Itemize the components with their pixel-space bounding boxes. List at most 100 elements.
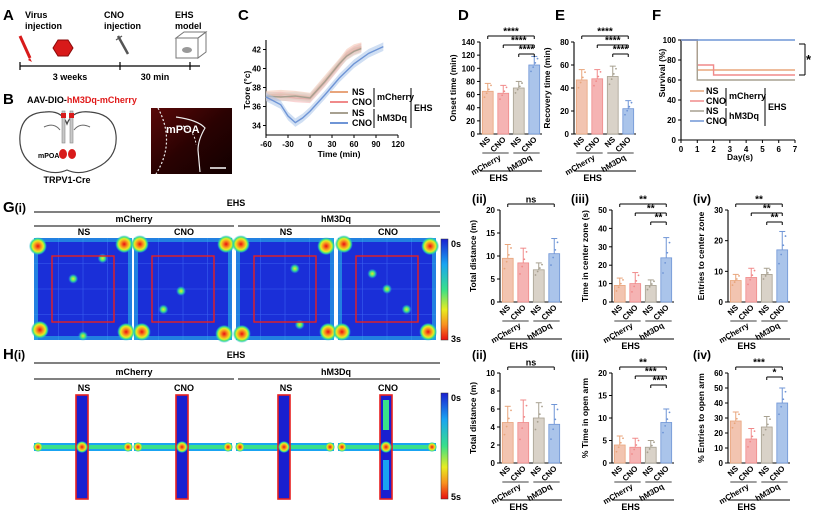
hiii-cat-label-3: CNO	[652, 464, 671, 483]
plus-maze-heatmaps	[33, 394, 437, 500]
e-ytick-label: 80	[560, 38, 569, 47]
e-dot	[615, 67, 617, 70]
panel-b-label: B	[3, 91, 14, 108]
gii-ytick-label: 10	[486, 252, 495, 261]
d-ytick-label: 20	[466, 117, 475, 126]
hii-ytick-label: 10	[486, 369, 495, 378]
hiii-sig-1: ***	[645, 367, 657, 378]
gii-ytick-label: 0	[491, 298, 496, 307]
open-field-hotspot	[289, 263, 300, 274]
gii-bar-1	[517, 262, 530, 303]
g-ns-1: NS	[78, 227, 91, 237]
maze-open-arm-activity	[383, 400, 389, 430]
open-field-hotspot	[419, 322, 438, 341]
hiv-dot	[735, 417, 738, 420]
f-series-2	[681, 39, 795, 81]
step2-label: CNO	[104, 10, 124, 20]
open-field-heatmap-1	[130, 235, 236, 343]
hii-dot	[550, 438, 552, 441]
gii-dot	[541, 263, 543, 266]
g-ns-2: NS	[280, 227, 293, 237]
gii-dot	[538, 267, 541, 269]
f-legend-ehs: EHS	[768, 102, 787, 112]
e-dot	[612, 73, 615, 75]
gii-label: (ii)	[472, 192, 487, 206]
giii-ytick-label: 20	[598, 261, 607, 270]
panel-h-label: H(i)	[3, 346, 25, 363]
panel-c-label: C	[238, 7, 249, 24]
d-dot	[514, 92, 517, 94]
d-sig-0: ****	[503, 27, 519, 38]
g-scale-top: 0s	[451, 239, 461, 249]
giv-bar-0	[729, 280, 742, 303]
d-ytick-label: 40	[466, 104, 475, 113]
open-field-hotspot	[294, 319, 305, 330]
hiv-cat-label-1: CNO	[737, 464, 756, 483]
open-field-hotspot	[421, 237, 440, 256]
plus-maze-heatmap-1	[133, 394, 233, 500]
h-scale-top: 0s	[451, 393, 461, 403]
step1b-label: injection	[25, 21, 62, 31]
open-field-hotspot	[334, 235, 353, 254]
hii-dot	[519, 438, 521, 441]
open-field-hotspot	[176, 286, 187, 297]
e-cat-label-1: CNO	[583, 135, 602, 154]
open-field-hotspot	[78, 330, 88, 341]
hii-cat-label-3: CNO	[540, 464, 559, 483]
d-dot	[518, 85, 521, 88]
step2b-label: injection	[104, 21, 141, 31]
maze-center-hotspot	[176, 441, 188, 453]
g-cno-1: CNO	[174, 227, 194, 237]
c-ytick-label: 42	[252, 46, 261, 55]
e-dot	[608, 83, 611, 86]
e-dot	[626, 109, 629, 112]
giv-dot	[784, 235, 787, 237]
hiii-sig-0: **	[639, 358, 647, 369]
giv-dot	[731, 284, 734, 287]
giv-dot	[735, 278, 738, 280]
e-dot	[630, 101, 633, 104]
hiv-bar-3	[776, 402, 789, 464]
h-heat-scale-bar	[440, 392, 449, 500]
d-dot	[530, 70, 532, 73]
f-xtick-label: 4	[744, 145, 749, 154]
e-bar-1	[591, 78, 604, 135]
open-field-hotspot	[30, 320, 49, 339]
hii-ytick-label: 4	[491, 423, 496, 432]
hiii-dot	[664, 424, 667, 427]
legend-ns-2: NS	[352, 108, 365, 118]
legend-ns-1: NS	[352, 87, 365, 97]
open-field-edge-bottom	[338, 336, 436, 340]
f-legend-ns-1: NS	[706, 86, 719, 96]
giv-dot	[764, 275, 767, 277]
hiii-ytick-label: 0	[603, 459, 608, 468]
d-dot	[490, 84, 492, 87]
e-ylabel: Recovery time (min)	[542, 47, 552, 128]
giii-dot	[615, 290, 618, 292]
maze-center-hotspot	[380, 441, 392, 453]
giv-dot	[769, 268, 771, 271]
hiii-caption: EHS	[621, 502, 640, 512]
hii-caption: EHS	[509, 502, 528, 512]
hiv-label: (iv)	[693, 348, 711, 362]
panel-g-sub: (i)	[15, 201, 26, 215]
maze-end-hotspot	[223, 442, 233, 452]
hiii-dot	[619, 441, 622, 444]
c-xtick-label: 120	[391, 140, 405, 149]
f-xtick-label: 0	[679, 145, 684, 154]
open-field-edge-right	[228, 238, 232, 340]
open-field-hotspot	[68, 273, 79, 284]
giv-dot	[751, 274, 754, 277]
c-xtick-label: 30	[328, 140, 337, 149]
giii-dot	[668, 241, 671, 244]
giii-sig-1: **	[647, 204, 655, 215]
panel-h-letter: H	[3, 346, 14, 363]
legend-mcherry: mCherry	[377, 92, 414, 102]
open-field-center-zone-1	[151, 255, 215, 323]
open-field-edge-top	[338, 238, 436, 242]
maze-center-hotspot	[278, 441, 290, 453]
panel-b: B AAV-DIO-hM3Dq-mCherry mPOA TRPV1-Cre m…	[3, 91, 232, 185]
panel-d: D	[458, 7, 469, 24]
panel-b-title-prefix: AAV-DIO-	[27, 95, 67, 105]
